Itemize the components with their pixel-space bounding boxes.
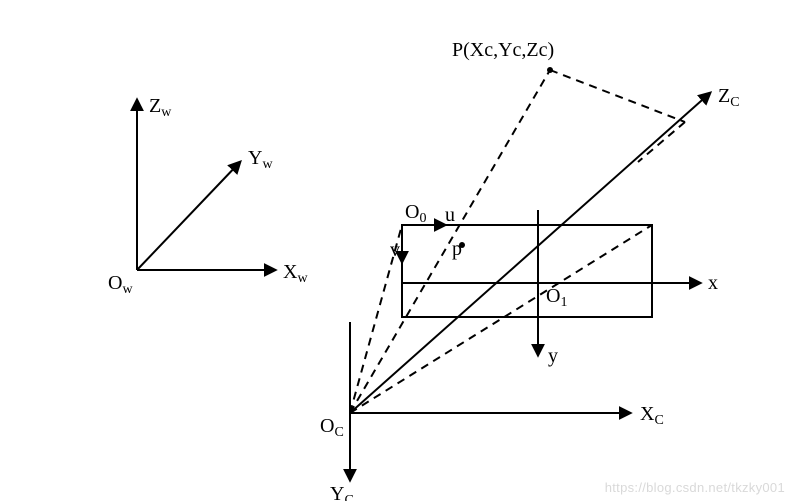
label-O0: O0 — [405, 201, 426, 226]
label-P: P(Xc,Yc,Zc) — [452, 39, 554, 61]
label-p: p — [452, 238, 462, 260]
label-u: u — [445, 204, 455, 226]
label-v: v — [390, 239, 400, 261]
label-Ow: Ow — [108, 272, 133, 297]
projection-lines — [350, 70, 685, 413]
label-Oc: OC — [320, 415, 344, 440]
label-Zw: Zw — [149, 95, 172, 120]
world-coordinate-system — [137, 100, 275, 270]
image-plane-rect — [402, 225, 652, 317]
label-x: x — [708, 272, 718, 294]
label-Zc: ZC — [718, 85, 740, 110]
label-y: y — [548, 345, 558, 367]
dashed-P-right — [550, 70, 685, 122]
label-Xc: XC — [640, 403, 664, 428]
label-Xw: Xw — [283, 261, 308, 286]
label-Yw: Yw — [248, 147, 273, 172]
dashed-P-down — [638, 122, 685, 162]
label-O1: O1 — [546, 285, 567, 310]
axis-Zc — [350, 93, 710, 413]
coordinate-systems-diagram: Zw Yw Xw Ow x y O1 O0 u v p XC YC ZC OC P(Xc,Yc,Zc) — [0, 0, 793, 501]
image-plane — [402, 210, 700, 355]
dashed-from-Oc-1 — [350, 70, 550, 413]
label-Yc: YC — [330, 483, 354, 501]
axis-Yw — [137, 162, 240, 270]
watermark-text: https://blog.csdn.net/tkzky001 — [605, 480, 785, 495]
point-P — [547, 67, 553, 73]
